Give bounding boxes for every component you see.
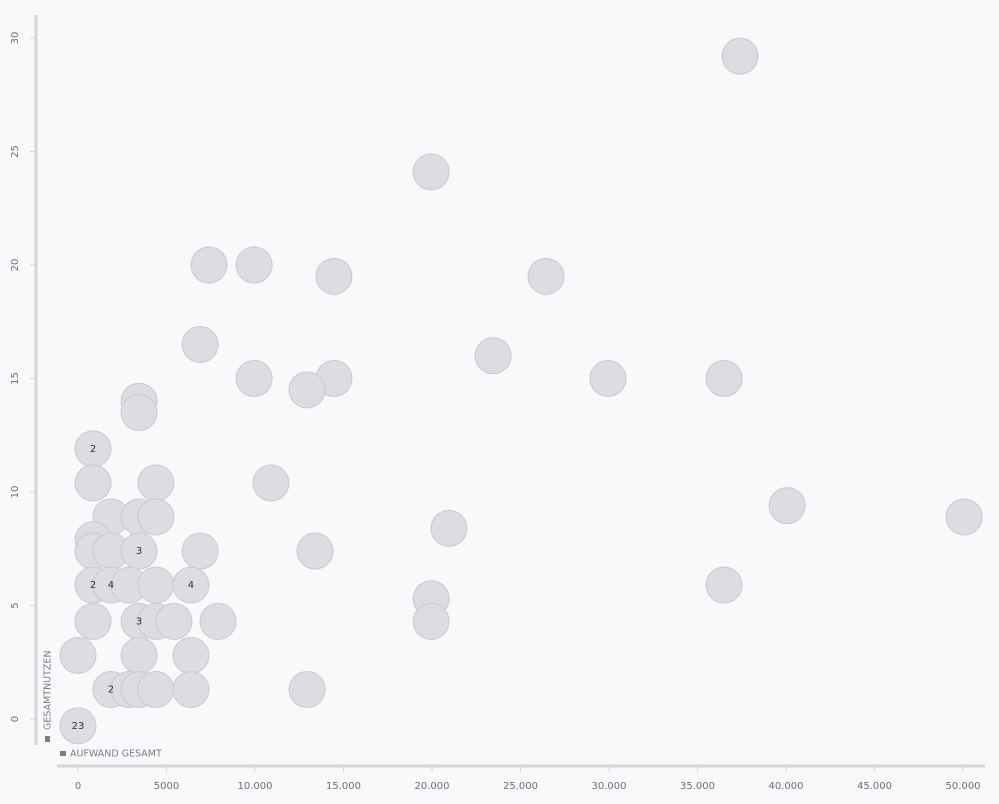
- bubble: [527, 257, 565, 295]
- lock-icon: [45, 736, 50, 742]
- bubble: [235, 360, 273, 397]
- bubble: [120, 636, 158, 674]
- lock-icon: [60, 751, 66, 756]
- cluster-count: 23: [72, 721, 85, 732]
- bubble: [190, 246, 228, 284]
- x-tick-label: 0: [75, 781, 81, 792]
- bubble: [137, 670, 175, 708]
- bubble: [768, 487, 806, 525]
- bubble: [74, 602, 112, 640]
- x-tick-label: 45.000: [857, 781, 892, 792]
- bubble: [120, 532, 158, 570]
- bubble: [288, 670, 326, 708]
- cluster-count: 2: [108, 684, 114, 695]
- bubble: [59, 636, 97, 674]
- y-tick-label: 20: [10, 259, 21, 272]
- bubble: [137, 498, 175, 536]
- bubble: [589, 360, 627, 397]
- cluster-count: 2: [90, 580, 96, 591]
- bubble: [181, 325, 219, 363]
- x-tick-label: 25.000: [503, 781, 538, 792]
- y-tick-label: 30: [10, 32, 21, 45]
- y-tick-label: 15: [10, 372, 21, 385]
- bubble: [137, 566, 175, 604]
- x-tick-label: 15.000: [326, 781, 361, 792]
- bubble: [430, 509, 468, 547]
- x-tick-label: 5000: [154, 781, 179, 792]
- cluster-count: 4: [108, 580, 114, 591]
- bubble: [705, 360, 743, 397]
- bubble: [155, 602, 193, 640]
- bubble: [252, 464, 290, 502]
- y-tick-label: 5: [10, 602, 21, 608]
- x-tick-label: 20.000: [415, 781, 450, 792]
- bubble: [412, 602, 450, 640]
- x-tick-label: 35.000: [680, 781, 715, 792]
- bubble: [296, 532, 334, 570]
- y-tick-label: 10: [10, 486, 21, 499]
- cluster-count: 4: [188, 580, 194, 591]
- bubble: [412, 153, 450, 191]
- bubble: [945, 498, 983, 536]
- bubble: [235, 246, 273, 284]
- bubble: [59, 707, 97, 745]
- cluster-count: 2: [90, 444, 96, 455]
- bubble: [137, 464, 175, 502]
- bubble: [199, 602, 237, 640]
- y-axis-title: GESAMTNUTZEN: [43, 650, 54, 730]
- x-tick-label: 50.000: [946, 781, 981, 792]
- bubble: [721, 37, 759, 75]
- bubble: [705, 566, 743, 604]
- cluster-count: 3: [136, 546, 142, 557]
- bubble: [172, 636, 210, 674]
- x-tick-label: 30.000: [592, 781, 627, 792]
- bubble: [120, 394, 158, 432]
- bubble: [474, 337, 512, 375]
- bubble: [172, 566, 210, 604]
- y-tick-label: 0: [10, 716, 21, 722]
- x-tick-label: 40.000: [769, 781, 804, 792]
- x-axis-title: AUFWAND GESAMT: [70, 749, 162, 760]
- bubble: [288, 371, 326, 409]
- y-axis-title-group: GESAMTNUTZEN: [43, 650, 54, 742]
- bubble: [172, 670, 210, 708]
- cluster-count: 3: [136, 616, 142, 627]
- bubble: [181, 532, 219, 570]
- bubble: [74, 464, 112, 502]
- bubble: [315, 257, 353, 295]
- y-tick-label: 25: [10, 145, 21, 158]
- x-tick-label: 10.000: [238, 781, 273, 792]
